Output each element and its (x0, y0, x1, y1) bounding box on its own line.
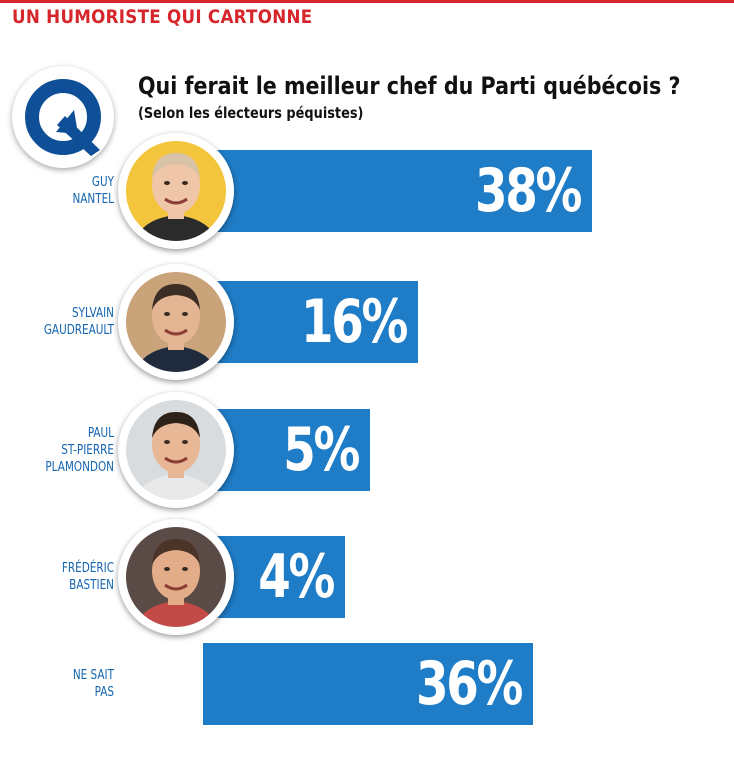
sylvain-gaudreault-portrait (118, 264, 234, 380)
bar (205, 281, 418, 363)
frederic-bastien-portrait (118, 519, 234, 635)
bar-value-label: 38% (474, 156, 582, 226)
category-label: GUY NANTEL (72, 174, 114, 207)
bar-value-label: 5% (283, 415, 360, 485)
category-label: SYLVAIN GAUDREAULT (43, 305, 114, 338)
bar-value-label: 4% (258, 542, 335, 612)
kicker-headline: UN HUMORISTE QUI CARTONNE (12, 6, 313, 28)
top-red-rule (0, 0, 734, 3)
category-label: FRÉDÉRIC BASTIEN (61, 560, 114, 593)
bar-value-label: 36% (415, 649, 523, 719)
category-label: NE SAIT PAS (72, 667, 114, 700)
q-arrow-logo-icon (12, 66, 114, 168)
chart-subtitle: (Selon les électeurs péquistes) (138, 104, 364, 122)
chart-title: Qui ferait le meilleur chef du Parti qué… (138, 72, 681, 100)
bar (205, 150, 592, 232)
bar (203, 643, 533, 725)
bar-value-label: 16% (300, 287, 408, 357)
paul-st-pierre-plamondon-portrait (118, 392, 234, 508)
category-label: PAUL ST-PIERRE PLAMONDON (45, 424, 114, 475)
guy-nantel-portrait (118, 133, 234, 249)
